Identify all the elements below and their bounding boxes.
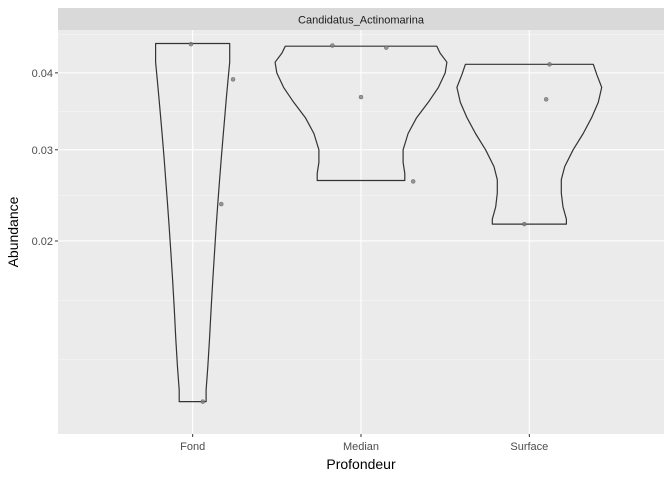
violin-fond (155, 42, 231, 403)
data-point (384, 45, 389, 50)
x-axis-title: Profondeur (326, 456, 396, 472)
y-axis-ticks: 0.02 0.03 0.04 (32, 68, 58, 248)
data-point (188, 41, 194, 47)
x-tick-label: Surface (510, 441, 548, 453)
data-point (547, 62, 552, 67)
data-point (330, 43, 335, 48)
y-tick-label: 0.04 (32, 68, 53, 80)
grid-lines (58, 30, 664, 434)
violins (155, 42, 603, 403)
data-point (200, 399, 205, 404)
data-points (188, 41, 552, 404)
data-point (410, 179, 416, 184)
violin-median (274, 45, 448, 182)
data-point (522, 221, 527, 227)
facet-strip (58, 8, 664, 30)
x-tick-label: Fond (180, 441, 205, 453)
data-point (543, 97, 549, 102)
y-tick-label: 0.03 (32, 145, 53, 157)
y-axis-title: Abundance (5, 196, 21, 267)
y-tick-label: 0.02 (32, 236, 53, 248)
x-tick-label: Median (343, 441, 379, 453)
violin-surface (456, 63, 603, 225)
data-point (219, 201, 224, 207)
data-point (358, 94, 364, 100)
data-point (230, 77, 236, 82)
x-axis-ticks: Fond Median Surface (180, 434, 548, 453)
facet-label: Candidatus_Actinomarina (298, 15, 425, 27)
